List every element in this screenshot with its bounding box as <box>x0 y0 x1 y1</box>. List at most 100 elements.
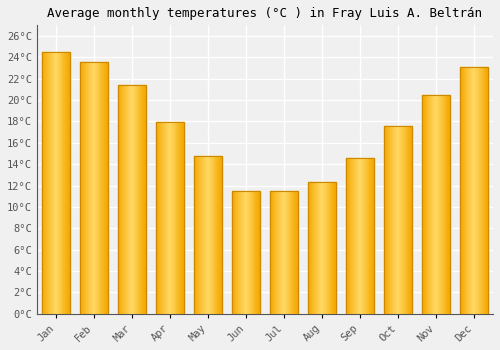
Bar <box>350 158 352 314</box>
Bar <box>120 85 122 314</box>
Bar <box>398 126 399 314</box>
Bar <box>276 191 278 314</box>
Bar <box>446 95 448 314</box>
Bar <box>80 62 108 314</box>
Bar <box>132 85 133 314</box>
Bar <box>252 191 254 314</box>
Bar <box>462 67 464 314</box>
Bar <box>194 156 222 314</box>
Bar <box>297 191 298 314</box>
Bar <box>278 191 279 314</box>
Bar <box>69 52 70 314</box>
Bar <box>131 85 132 314</box>
Bar <box>124 85 125 314</box>
Bar <box>232 191 260 314</box>
Bar <box>200 156 201 314</box>
Bar <box>280 191 281 314</box>
Bar <box>270 191 272 314</box>
Bar <box>364 158 366 314</box>
Bar <box>292 191 294 314</box>
Bar <box>394 126 395 314</box>
Bar <box>444 95 446 314</box>
Bar <box>67 52 68 314</box>
Bar <box>248 191 249 314</box>
Bar <box>171 122 172 314</box>
Bar <box>118 85 120 314</box>
Bar <box>240 191 241 314</box>
Bar <box>196 156 198 314</box>
Bar <box>94 62 95 314</box>
Bar <box>64 52 66 314</box>
Bar <box>290 191 292 314</box>
Bar <box>57 52 58 314</box>
Bar <box>317 182 318 314</box>
Bar <box>138 85 140 314</box>
Bar <box>400 126 401 314</box>
Bar <box>270 191 298 314</box>
Bar <box>460 67 488 314</box>
Bar <box>174 122 176 314</box>
Bar <box>218 156 220 314</box>
Bar <box>346 158 374 314</box>
Bar <box>140 85 141 314</box>
Bar <box>163 122 164 314</box>
Bar <box>384 126 412 314</box>
Bar <box>279 191 280 314</box>
Bar <box>254 191 256 314</box>
Bar <box>258 191 259 314</box>
Bar <box>476 67 477 314</box>
Bar <box>194 156 196 314</box>
Bar <box>334 182 336 314</box>
Bar <box>89 62 90 314</box>
Bar <box>318 182 319 314</box>
Bar <box>122 85 124 314</box>
Bar <box>422 95 450 314</box>
Bar <box>172 122 174 314</box>
Bar <box>433 95 434 314</box>
Bar <box>386 126 388 314</box>
Bar <box>105 62 106 314</box>
Bar <box>287 191 288 314</box>
Bar <box>156 122 184 314</box>
Bar <box>134 85 136 314</box>
Bar <box>330 182 332 314</box>
Bar <box>372 158 374 314</box>
Bar <box>212 156 214 314</box>
Bar <box>169 122 170 314</box>
Bar <box>167 122 168 314</box>
Bar <box>241 191 242 314</box>
Bar <box>296 191 297 314</box>
Bar <box>56 52 57 314</box>
Bar <box>80 62 108 314</box>
Bar <box>54 52 55 314</box>
Bar <box>170 122 171 314</box>
Bar <box>42 52 43 314</box>
Bar <box>464 67 466 314</box>
Bar <box>198 156 200 314</box>
Bar <box>168 122 169 314</box>
Bar <box>245 191 246 314</box>
Bar <box>182 122 183 314</box>
Bar <box>180 122 182 314</box>
Bar <box>288 191 290 314</box>
Bar <box>102 62 104 314</box>
Bar <box>475 67 476 314</box>
Bar <box>145 85 146 314</box>
Bar <box>88 62 89 314</box>
Bar <box>346 158 348 314</box>
Bar <box>82 62 84 314</box>
Bar <box>356 158 357 314</box>
Bar <box>206 156 207 314</box>
Bar <box>96 62 98 314</box>
Bar <box>244 191 245 314</box>
Bar <box>270 191 298 314</box>
Bar <box>320 182 321 314</box>
Bar <box>358 158 359 314</box>
Bar <box>87 62 88 314</box>
Bar <box>176 122 178 314</box>
Bar <box>396 126 397 314</box>
Bar <box>406 126 408 314</box>
Bar <box>118 85 146 314</box>
Bar <box>106 62 107 314</box>
Bar <box>214 156 216 314</box>
